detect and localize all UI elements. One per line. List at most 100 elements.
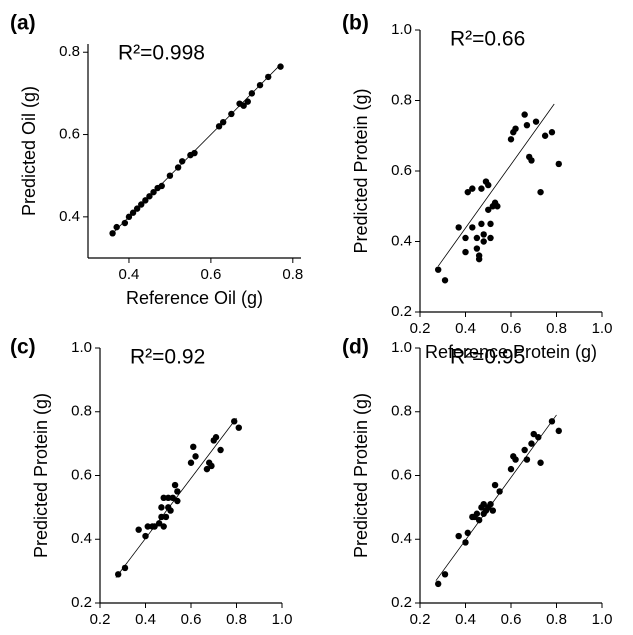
x-axis-label: Reference Protein (g) — [425, 342, 597, 362]
point — [435, 266, 442, 273]
x-tick-label: 0.8 — [226, 611, 247, 628]
point — [441, 571, 449, 578]
point — [464, 188, 471, 196]
point — [215, 123, 223, 130]
point — [166, 172, 174, 179]
point — [133, 205, 141, 212]
annotation: R²=0.92 — [130, 346, 205, 369]
x-tick-label: 0.4 — [119, 266, 140, 283]
point — [475, 516, 483, 524]
point — [217, 446, 224, 454]
point — [190, 443, 197, 451]
point — [521, 111, 528, 118]
point — [240, 102, 247, 109]
fit-line — [435, 414, 557, 581]
point — [555, 160, 562, 168]
point — [548, 129, 556, 136]
point — [485, 181, 492, 189]
x-tick-label: 0.6 — [501, 320, 522, 337]
x-axis-label: Reference Protein (g) — [105, 633, 277, 635]
point — [174, 488, 181, 495]
point — [165, 494, 172, 502]
panel-label: (b) — [342, 12, 369, 35]
point — [469, 185, 476, 192]
y-axis-label: Predicted Protein (g) — [351, 393, 371, 558]
point — [473, 234, 481, 242]
y-tick-label: 0.4 — [391, 530, 412, 547]
point — [512, 125, 519, 132]
point — [548, 418, 556, 425]
y-tick-label: 0.6 — [391, 162, 412, 179]
x-tick-label: 0.8 — [546, 320, 567, 337]
point — [537, 459, 544, 466]
point — [219, 118, 227, 126]
point — [512, 456, 519, 463]
point — [151, 523, 158, 530]
point — [489, 507, 496, 514]
point — [528, 157, 535, 164]
point — [160, 523, 167, 530]
y-axis-label: Predicted Protein (g) — [31, 393, 51, 558]
point — [109, 230, 116, 237]
point — [487, 220, 494, 228]
point — [113, 223, 120, 231]
x-tick-label: 1.0 — [592, 320, 613, 337]
y-tick-label: 0.8 — [71, 403, 92, 420]
y-tick-label: 0.4 — [391, 232, 412, 249]
point — [138, 201, 145, 208]
point — [277, 63, 284, 70]
point — [129, 209, 137, 216]
y-tick-label: 0.8 — [59, 43, 80, 60]
panel-label: (d) — [342, 336, 369, 359]
point — [478, 220, 485, 228]
point — [462, 539, 469, 546]
y-tick-label: 0.2 — [71, 594, 92, 611]
point — [530, 430, 537, 438]
point — [435, 580, 442, 588]
point — [174, 497, 181, 505]
x-tick-label: 0.8 — [546, 611, 567, 628]
point — [169, 494, 176, 502]
point — [167, 507, 174, 514]
annotation: R²=0.998 — [118, 42, 205, 65]
y-axis-label: Predicted Oil (g) — [19, 86, 39, 216]
point — [487, 500, 494, 508]
point — [228, 110, 235, 118]
point — [121, 219, 129, 227]
point — [158, 513, 165, 521]
point — [256, 81, 264, 89]
y-tick-label: 0.8 — [391, 91, 412, 108]
point — [462, 234, 469, 242]
x-tick-label: 0.2 — [410, 611, 431, 628]
point — [507, 136, 515, 143]
x-tick-label: 0.2 — [410, 320, 431, 337]
point — [541, 132, 549, 139]
y-tick-label: 0.6 — [391, 466, 412, 483]
point — [507, 465, 515, 473]
point — [535, 434, 542, 441]
point — [441, 277, 449, 284]
point — [162, 513, 170, 521]
point — [475, 255, 483, 263]
point — [480, 238, 487, 245]
point — [455, 224, 462, 231]
point — [464, 529, 471, 537]
point — [528, 440, 535, 447]
point — [158, 504, 165, 511]
fit-line — [115, 417, 237, 578]
x-tick-label: 0.6 — [200, 266, 221, 283]
point — [121, 564, 129, 572]
point — [473, 510, 481, 517]
point — [537, 188, 544, 196]
point — [235, 424, 242, 431]
point — [212, 434, 220, 441]
point — [192, 453, 199, 460]
point — [125, 213, 133, 221]
point — [142, 197, 149, 204]
point — [191, 149, 198, 157]
y-tick-label: 0.2 — [391, 594, 412, 611]
point — [462, 248, 469, 256]
point — [171, 481, 179, 489]
y-tick-label: 1.0 — [391, 21, 412, 38]
point — [208, 462, 215, 470]
